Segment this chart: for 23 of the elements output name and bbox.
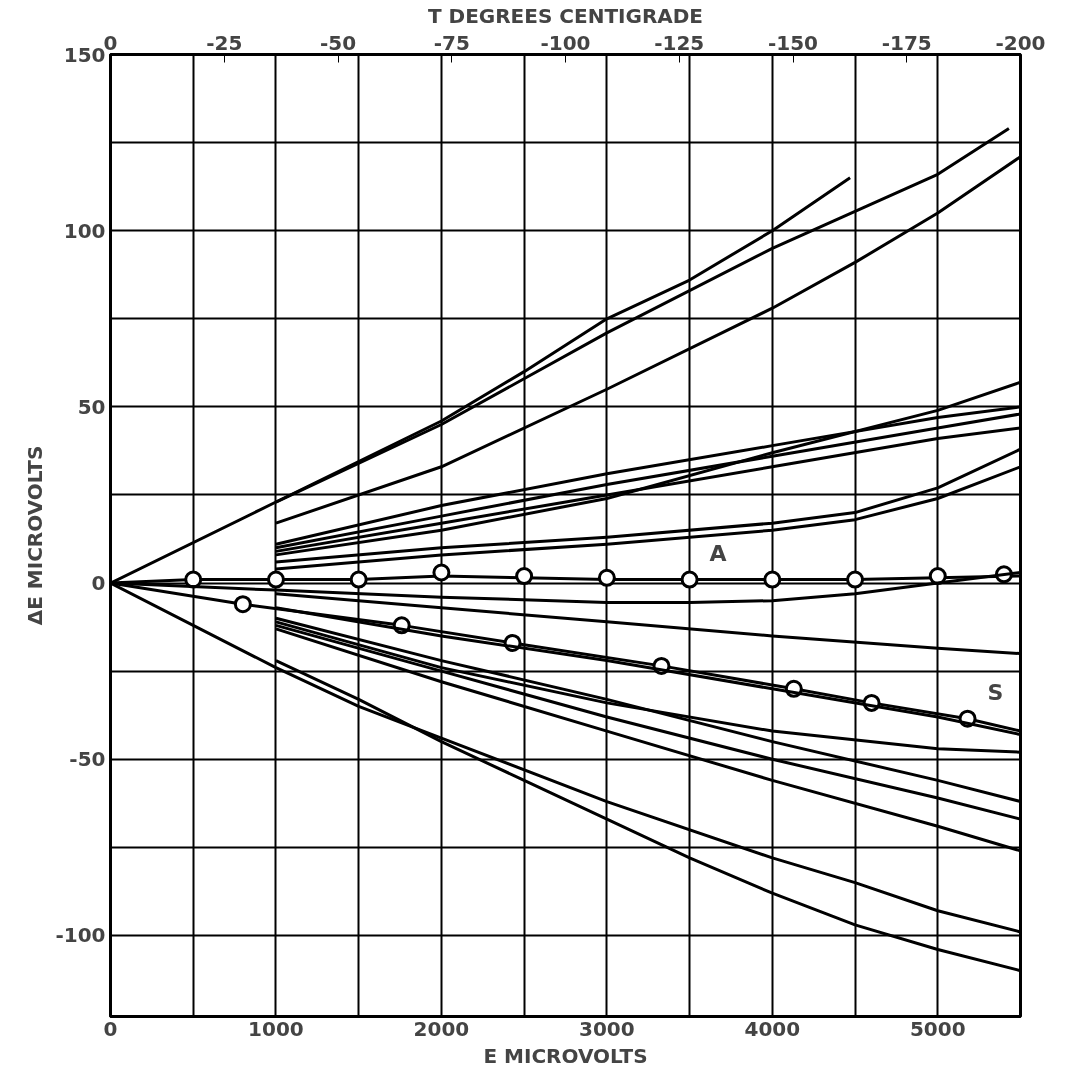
x-tick-label: 2000: [413, 1016, 470, 1041]
y-axis-title: ΔE MICROVOLTS: [23, 445, 48, 626]
x2-tick-label: -125: [654, 30, 705, 55]
y-tick-label: 100: [63, 218, 106, 243]
annotation: A: [709, 540, 727, 566]
x2-tick-label: -200: [995, 30, 1046, 55]
y-tick-label: -50: [69, 747, 106, 772]
x2-tick-label: -150: [767, 30, 819, 55]
x-tick-label: 1000: [248, 1016, 304, 1041]
x2-tick-label: -100: [540, 30, 591, 55]
annotation: S: [987, 679, 1004, 705]
x2-tick-label: -50: [319, 30, 357, 55]
x2-tick-label: -75: [433, 30, 470, 55]
x-tick-label: 5000: [909, 1016, 966, 1041]
y-tick-label: -100: [55, 923, 106, 948]
x2-tick-label: -25: [206, 30, 243, 55]
x2-tick-label: -175: [881, 30, 932, 55]
y-tick-label: 0: [91, 571, 106, 596]
y-tick-label: 50: [77, 394, 106, 419]
x2-axis-title: T DEGREES CENTIGRADE: [427, 3, 704, 28]
x-axis-title: E MICROVOLTS: [483, 1043, 648, 1068]
x-tick-label: 3000: [579, 1016, 635, 1041]
x-tick-label: 4000: [744, 1016, 801, 1041]
